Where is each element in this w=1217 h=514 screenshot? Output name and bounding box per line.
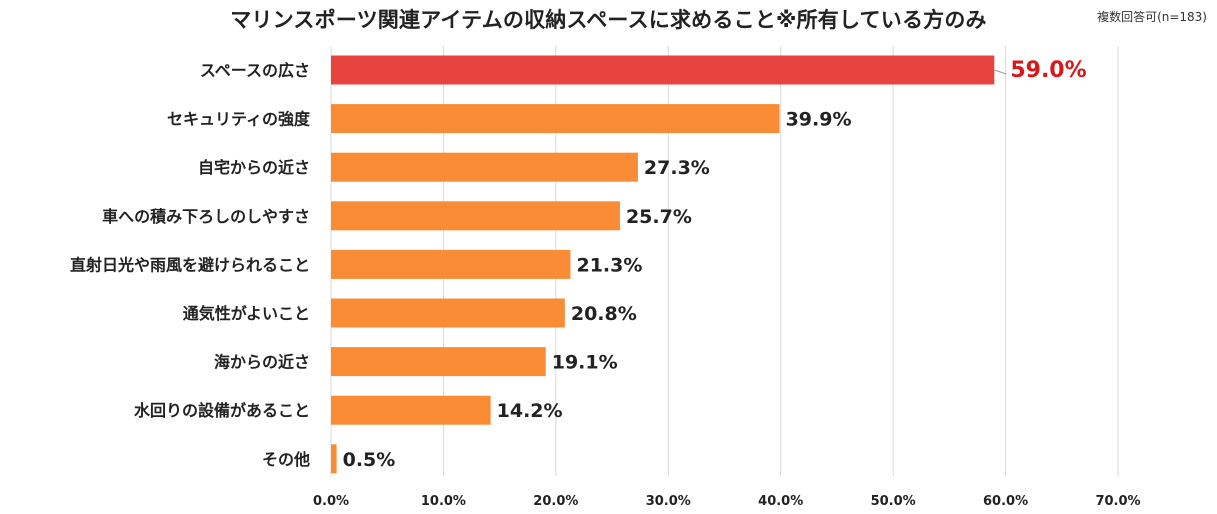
value-label: 25.7% <box>626 206 692 228</box>
value-label: 39.9% <box>786 109 852 131</box>
value-label: 21.3% <box>576 254 642 276</box>
sample-note: 複数回答可(n=183) <box>1097 10 1207 24</box>
bar <box>331 201 620 231</box>
bar <box>331 395 491 425</box>
x-tick-label: 70.0% <box>1095 494 1140 509</box>
chart-title: マリンスポーツ関連アイテムの収納スペースに求めること※所有している方のみ <box>230 8 987 32</box>
bar <box>331 152 638 182</box>
bar <box>331 249 571 279</box>
x-tick-label: 60.0% <box>983 494 1028 509</box>
category-label: その他 <box>262 450 310 469</box>
category-label: 直射日光や雨風を避けられること <box>70 255 310 274</box>
category-label: セキュリティの強度 <box>167 110 311 129</box>
x-tick-label: 10.0% <box>421 494 466 509</box>
bar <box>331 444 337 474</box>
category-label: 通気性がよいこと <box>183 304 310 323</box>
x-tick-label: 30.0% <box>646 494 691 509</box>
category-label: 水回りの設備があること <box>134 401 310 420</box>
bar <box>331 104 780 134</box>
category-label: 海からの近さ <box>214 353 310 372</box>
value-label: 59.0% <box>1010 58 1086 83</box>
value-label: 27.3% <box>644 157 710 179</box>
category-label: 車への積み下ろしのしやすさ <box>102 207 310 226</box>
category-label: 自宅からの近さ <box>198 158 310 177</box>
leader-line <box>994 69 1007 75</box>
value-label: 20.8% <box>571 303 637 325</box>
value-label: 19.1% <box>552 352 618 374</box>
bar <box>331 298 565 328</box>
labels: 0.0% 10.0% 20.0% 30.0% 40.0% 50.0% 60.0% 70.0% ス… <box>70 58 1141 509</box>
x-tick-label: 40.0% <box>758 494 803 509</box>
category-label: スペースの広さ <box>200 61 310 80</box>
x-tick-label: 50.0% <box>871 494 916 509</box>
x-tick-label: 0.0% <box>313 494 349 509</box>
value-label: 0.5% <box>343 449 396 471</box>
x-tick-label: 20.0% <box>533 494 578 509</box>
bar <box>331 55 995 85</box>
bars <box>331 55 995 474</box>
bar <box>331 347 546 377</box>
value-label: 14.2% <box>497 400 563 422</box>
